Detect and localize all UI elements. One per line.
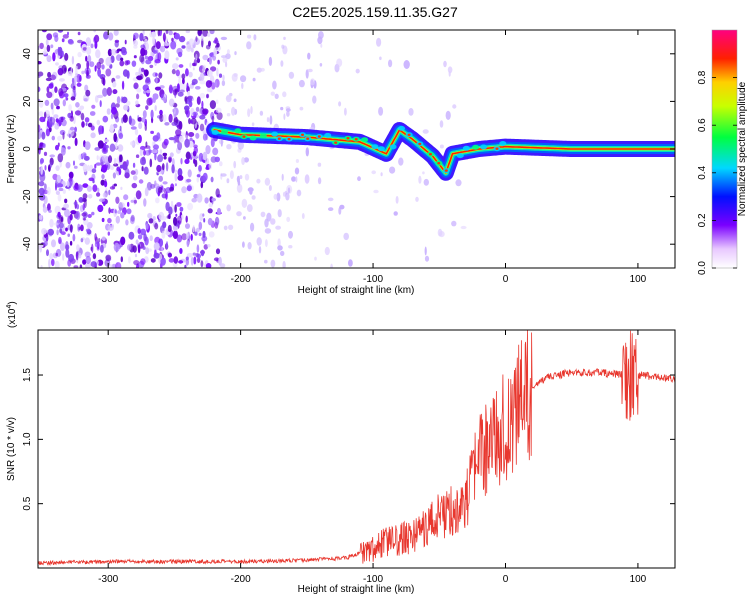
spectrogram-x-ticks: -300 -200 -100 0 100 [98, 30, 647, 285]
colorbar-tick-label: 0.2 [697, 213, 708, 227]
snr-x-ticks: -300 -200 -100 0 100 [98, 330, 647, 585]
chart-title: C2E5.2025.159.11.35.G27 [292, 4, 458, 20]
snr-y-ticks: 0.5 1.0 1.5 [22, 368, 675, 511]
snr-x-tick-label: -200 [231, 574, 251, 585]
spectrogram-x-tick-label: -200 [231, 274, 251, 285]
spectrogram-y-label: Frequency (Hz) [6, 115, 17, 184]
spectrogram-x-tick-label: 100 [630, 274, 647, 285]
snr-y-tick-label: 1.0 [22, 432, 33, 446]
spectrogram-y-tick-label: 40 [22, 48, 33, 60]
colorbar-ticks: 0.0 0.2 0.4 0.6 0.8 [697, 70, 737, 275]
snr-y-multiplier: (x104) [6, 301, 18, 328]
snr-x-tick-label: 0 [503, 574, 509, 585]
spectrogram-x-tick-label: -100 [363, 274, 383, 285]
snr-x-label: Height of straight line (km) [298, 584, 415, 595]
snr-x-tick-label: -100 [363, 574, 383, 585]
snr-series-line [38, 330, 675, 566]
snr-frame [37, 329, 676, 569]
snr-y-label: SNR (10 * v/v) [6, 417, 17, 481]
noise-speckles [38, 30, 467, 268]
colorbar: 0.0 0.2 0.4 0.6 0.8 Normalized spectral ampl… [697, 29, 748, 275]
spectrogram-y-tick-label: -20 [22, 189, 33, 204]
frequency-ridge [206, 122, 675, 181]
snr-x-tick-label: -300 [98, 574, 118, 585]
spectrogram-y-tick-label: 20 [22, 95, 33, 107]
spectrogram-x-label: Height of straight line (km) [298, 285, 415, 296]
spectrogram-x-tick-label: 0 [503, 274, 509, 285]
colorbar-tick-label: 0.8 [697, 70, 708, 84]
snr-x-tick-label: 100 [630, 574, 647, 585]
snr-y-tick-label: 1.5 [22, 368, 33, 382]
colorbar-tick-label: 0.4 [697, 165, 708, 179]
snr-panel: -300 -200 -100 0 100 0.5 1.0 1.5 Height of str… [6, 301, 676, 595]
colorbar-tick-label: 0.0 [697, 261, 708, 275]
spectrogram-y-tick-label: 0 [22, 146, 33, 152]
colorbar-tick-label: 0.6 [697, 118, 708, 132]
colorbar-gradient [712, 30, 737, 268]
colorbar-label: Normalized spectral amplitude [737, 81, 748, 216]
spectrogram-x-tick-label: -300 [98, 274, 118, 285]
snr-y-tick-label: 0.5 [22, 496, 33, 510]
spectrogram-y-tick-label: -40 [22, 237, 33, 252]
spectrogram-y-ticks: -40 -20 0 20 40 [22, 48, 675, 252]
